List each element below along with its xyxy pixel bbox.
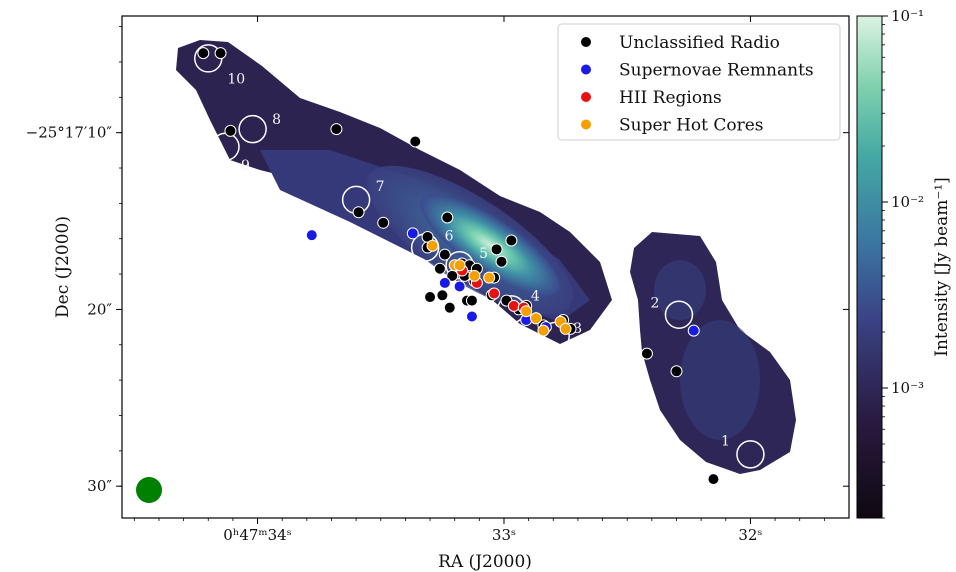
region-circle bbox=[736, 440, 765, 469]
source-point bbox=[433, 262, 446, 275]
source-point bbox=[224, 124, 237, 137]
colorbar-tick-label: 10⁻¹ bbox=[891, 7, 924, 25]
source-point bbox=[640, 347, 653, 360]
axis-tick-labels: 0ʰ47ᵐ34ˢ 33ˢ 32ˢ −25°17′10″ 20″ 30″ bbox=[26, 124, 763, 544]
source-point bbox=[687, 324, 700, 337]
legend-marker bbox=[580, 36, 592, 48]
legend-box bbox=[557, 23, 841, 141]
region-circle bbox=[664, 300, 694, 329]
region-label: 1 bbox=[721, 433, 730, 449]
region-label: 9 bbox=[241, 158, 250, 174]
colorbar-ticks: 10⁻¹ 10⁻² 10⁻³ bbox=[882, 7, 924, 519]
region-label: 6 bbox=[445, 229, 454, 245]
source-point bbox=[505, 234, 518, 247]
axis-ticks bbox=[116, 16, 849, 524]
source-point bbox=[436, 289, 449, 302]
source-point bbox=[490, 243, 503, 256]
legend-label: HII Regions bbox=[619, 88, 722, 108]
region-label: 5 bbox=[479, 246, 488, 262]
source-point bbox=[438, 276, 451, 289]
source-point bbox=[468, 269, 481, 282]
source-point bbox=[441, 211, 454, 224]
region-label: 8 bbox=[272, 112, 281, 128]
plot-frame bbox=[121, 15, 850, 519]
source-point bbox=[530, 312, 543, 325]
source-point bbox=[507, 299, 520, 312]
source-point bbox=[214, 47, 227, 60]
legend-marker bbox=[580, 91, 592, 103]
source-point bbox=[495, 255, 508, 268]
source-point bbox=[520, 305, 533, 318]
source-point bbox=[488, 287, 501, 300]
legend-marker bbox=[580, 63, 592, 76]
legend-marker bbox=[580, 118, 592, 131]
x-axis-label: RA (J2000) bbox=[438, 552, 532, 572]
x-tick-label: 32ˢ bbox=[738, 526, 762, 544]
y-axis-label: Dec (J2000) bbox=[53, 216, 73, 318]
source-point bbox=[352, 206, 365, 219]
source-point bbox=[559, 322, 572, 335]
source-point bbox=[483, 271, 496, 284]
y-tick-label: −25°17′10″ bbox=[26, 124, 113, 142]
region-label: 7 bbox=[376, 179, 385, 195]
source-point bbox=[537, 324, 550, 337]
source-point bbox=[465, 294, 478, 307]
source-point bbox=[406, 227, 419, 240]
source-point bbox=[443, 301, 456, 314]
colorbar-tick-label: 10⁻³ bbox=[891, 379, 924, 397]
legend: Unclassified Radio Supernovae Remnants HII… bbox=[557, 23, 841, 141]
colorbar-tick-label: 10⁻² bbox=[891, 193, 924, 211]
y-tick-label: 20″ bbox=[87, 300, 112, 318]
source-point bbox=[438, 248, 451, 261]
y-tick-label: 30″ bbox=[87, 477, 112, 495]
region-label: 3 bbox=[573, 321, 582, 337]
x-tick-label: 0ʰ47ᵐ34ˢ bbox=[223, 526, 291, 544]
legend-label: Supernovae Remnants bbox=[619, 61, 814, 81]
colorbar: 10⁻¹ 10⁻² 10⁻³ Intensity [Jy beam⁻¹] bbox=[856, 7, 952, 519]
x-tick-label: 33ˢ bbox=[492, 526, 516, 544]
source-point bbox=[426, 239, 439, 252]
source-point bbox=[305, 229, 318, 242]
source-point bbox=[330, 123, 343, 136]
region-label: 10 bbox=[227, 71, 245, 87]
source-point bbox=[465, 310, 478, 323]
source-point bbox=[670, 365, 683, 378]
colorbar-gradient bbox=[856, 15, 883, 519]
source-point bbox=[424, 291, 437, 304]
source-point bbox=[453, 280, 466, 293]
region-label: 2 bbox=[650, 296, 659, 312]
source-markers bbox=[197, 47, 720, 486]
source-point bbox=[409, 135, 422, 148]
legend-label: Super Hot Cores bbox=[619, 116, 764, 136]
source-point bbox=[453, 259, 466, 272]
source-point bbox=[707, 473, 720, 486]
colorbar-label: Intensity [Jy beam⁻¹] bbox=[932, 177, 952, 357]
source-point bbox=[197, 47, 210, 60]
beam-marker bbox=[136, 477, 162, 503]
region-label: 4 bbox=[531, 288, 540, 304]
legend-label: Unclassified Radio bbox=[619, 33, 780, 53]
region-circle bbox=[238, 114, 267, 144]
source-point bbox=[377, 216, 390, 229]
